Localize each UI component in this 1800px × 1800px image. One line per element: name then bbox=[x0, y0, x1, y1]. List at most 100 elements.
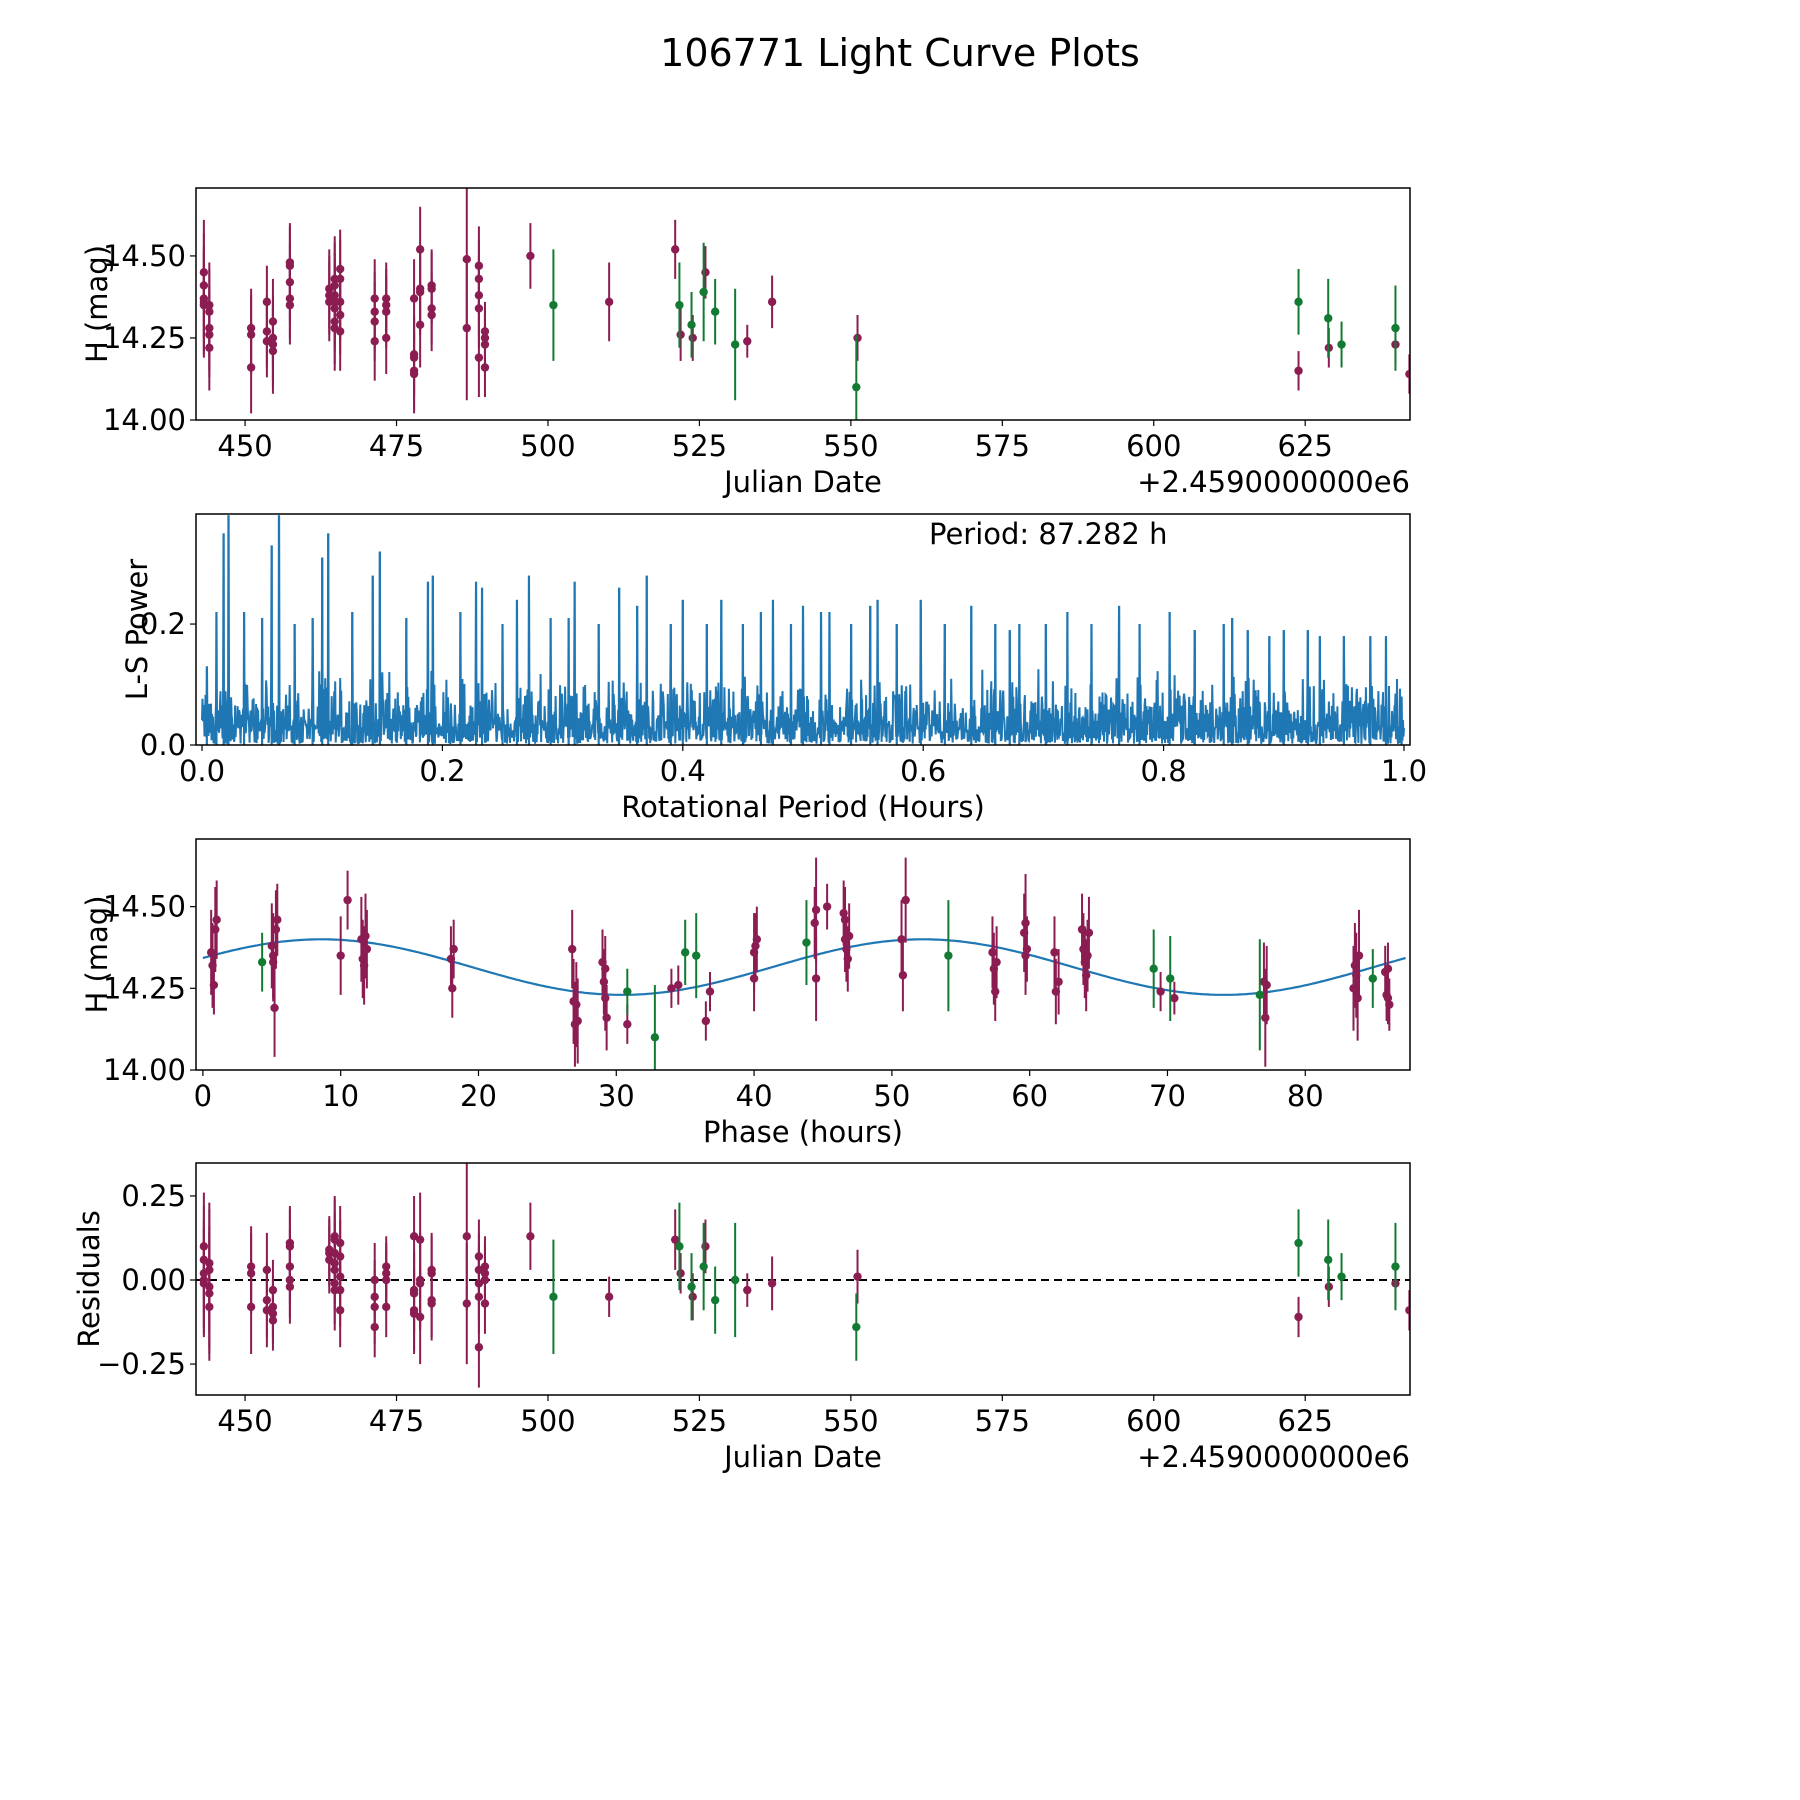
y-tick-label: −0.25 bbox=[97, 1347, 186, 1381]
x-tick-label: 1.0 bbox=[1381, 754, 1427, 788]
x-tick-label: 20 bbox=[460, 1079, 497, 1113]
x-tick-label: 625 bbox=[1278, 429, 1333, 463]
data-point bbox=[752, 935, 762, 944]
data-point bbox=[409, 369, 419, 379]
data-point bbox=[271, 925, 281, 934]
x-tick-label: 50 bbox=[873, 1079, 910, 1113]
data-point bbox=[462, 323, 471, 333]
data-point bbox=[370, 1322, 379, 1332]
x-tick-label: 0.4 bbox=[660, 754, 706, 788]
x-axis-label: Phase (hours) bbox=[703, 1115, 903, 1149]
data-point bbox=[602, 1013, 611, 1022]
plot-area bbox=[202, 857, 1406, 1070]
data-point bbox=[1166, 974, 1175, 983]
y-axis-label: H (mag) bbox=[80, 245, 114, 363]
data-point bbox=[415, 320, 425, 330]
model-curve bbox=[202, 938, 1406, 996]
axes-frame bbox=[195, 513, 1411, 746]
data-point bbox=[1354, 951, 1364, 960]
x-tick-label: 0.0 bbox=[179, 754, 225, 788]
data-point bbox=[549, 300, 558, 310]
data-point bbox=[462, 1232, 471, 1241]
data-point bbox=[1084, 928, 1094, 937]
data-point bbox=[212, 915, 221, 924]
x-tick-label: 500 bbox=[520, 429, 575, 463]
data-point bbox=[1405, 1306, 1410, 1315]
x-tick-label: 550 bbox=[823, 429, 878, 463]
data-point bbox=[335, 1306, 345, 1315]
data-point bbox=[257, 957, 267, 967]
plot-area bbox=[199, 188, 1410, 420]
data-point bbox=[1262, 980, 1271, 990]
y-tick-label: 14.25 bbox=[103, 971, 186, 1005]
data-point bbox=[1255, 990, 1265, 1000]
data-point bbox=[1405, 369, 1410, 379]
data-point bbox=[811, 974, 821, 983]
data-point bbox=[1294, 366, 1303, 375]
subplot-residuals: 450 475 500 525 550 575 600 625 −0.25 0.00 0.25 Jul… bbox=[72, 1162, 1411, 1474]
data-point bbox=[362, 944, 372, 954]
x-tick-label: 475 bbox=[369, 429, 424, 463]
data-point bbox=[1391, 1262, 1400, 1271]
x-tick-label: 30 bbox=[598, 1079, 635, 1113]
data-point bbox=[474, 353, 484, 362]
periodogram-line bbox=[201, 515, 1405, 745]
data-point bbox=[1324, 1255, 1333, 1265]
data-point bbox=[382, 1302, 391, 1312]
data-point bbox=[674, 980, 683, 990]
x-tick-label: 0.2 bbox=[419, 754, 465, 788]
data-point bbox=[680, 948, 690, 957]
data-point bbox=[667, 984, 676, 993]
data-point bbox=[567, 944, 577, 954]
data-point bbox=[604, 1292, 614, 1302]
data-point bbox=[705, 987, 715, 996]
data-point bbox=[270, 1003, 279, 1013]
data-point bbox=[688, 333, 697, 343]
series-band_b bbox=[257, 900, 1377, 1070]
data-point bbox=[1391, 323, 1400, 333]
data-point bbox=[448, 984, 457, 993]
series-band_a bbox=[199, 1163, 1410, 1388]
subplot-periodogram: Period: 87.282 h 0.0 0.2 0.4 0.6 0.8 1.0 0.0 0.2… bbox=[120, 513, 1427, 824]
data-point bbox=[474, 1343, 484, 1352]
data-point bbox=[802, 938, 811, 947]
x-tick-label: 70 bbox=[1149, 1079, 1186, 1113]
data-point bbox=[1170, 993, 1179, 1003]
data-point bbox=[991, 987, 1000, 996]
plot-area bbox=[196, 1163, 1410, 1388]
data-point bbox=[285, 1282, 295, 1291]
data-point bbox=[699, 1262, 708, 1271]
data-point bbox=[1368, 974, 1377, 983]
data-point bbox=[211, 925, 220, 934]
data-point bbox=[650, 1033, 660, 1042]
data-point bbox=[670, 245, 680, 254]
data-point bbox=[526, 251, 535, 261]
data-point bbox=[767, 1279, 777, 1288]
data-point bbox=[811, 905, 821, 915]
y-tick-label: 0.25 bbox=[121, 1179, 186, 1213]
y-tick-label: 14.00 bbox=[103, 1053, 186, 1087]
data-point bbox=[480, 1299, 490, 1308]
data-point bbox=[897, 935, 906, 944]
data-point bbox=[743, 337, 752, 346]
x-axis-label: Julian Date bbox=[722, 1440, 882, 1474]
series-band_b bbox=[549, 1202, 1400, 1361]
data-point bbox=[1156, 987, 1165, 996]
x-tick-label: 10 bbox=[322, 1079, 359, 1113]
data-point bbox=[267, 941, 276, 951]
data-point bbox=[268, 346, 278, 356]
data-point bbox=[268, 1316, 278, 1325]
x-axis-label: Rotational Period (Hours) bbox=[621, 790, 985, 824]
subplots: 450 475 500 525 550 575 600 62514.0014.2514.50J… bbox=[72, 187, 1427, 1474]
data-point bbox=[988, 948, 997, 957]
y-tick-label: 14.00 bbox=[103, 403, 186, 437]
x-tick-label: 475 bbox=[369, 1404, 424, 1438]
data-point bbox=[675, 300, 684, 310]
y-tick-label: 0.0 bbox=[140, 728, 186, 762]
data-point bbox=[852, 382, 861, 392]
data-point bbox=[852, 1322, 861, 1332]
data-point bbox=[382, 333, 391, 343]
data-point bbox=[623, 1020, 632, 1029]
data-point bbox=[205, 343, 214, 353]
